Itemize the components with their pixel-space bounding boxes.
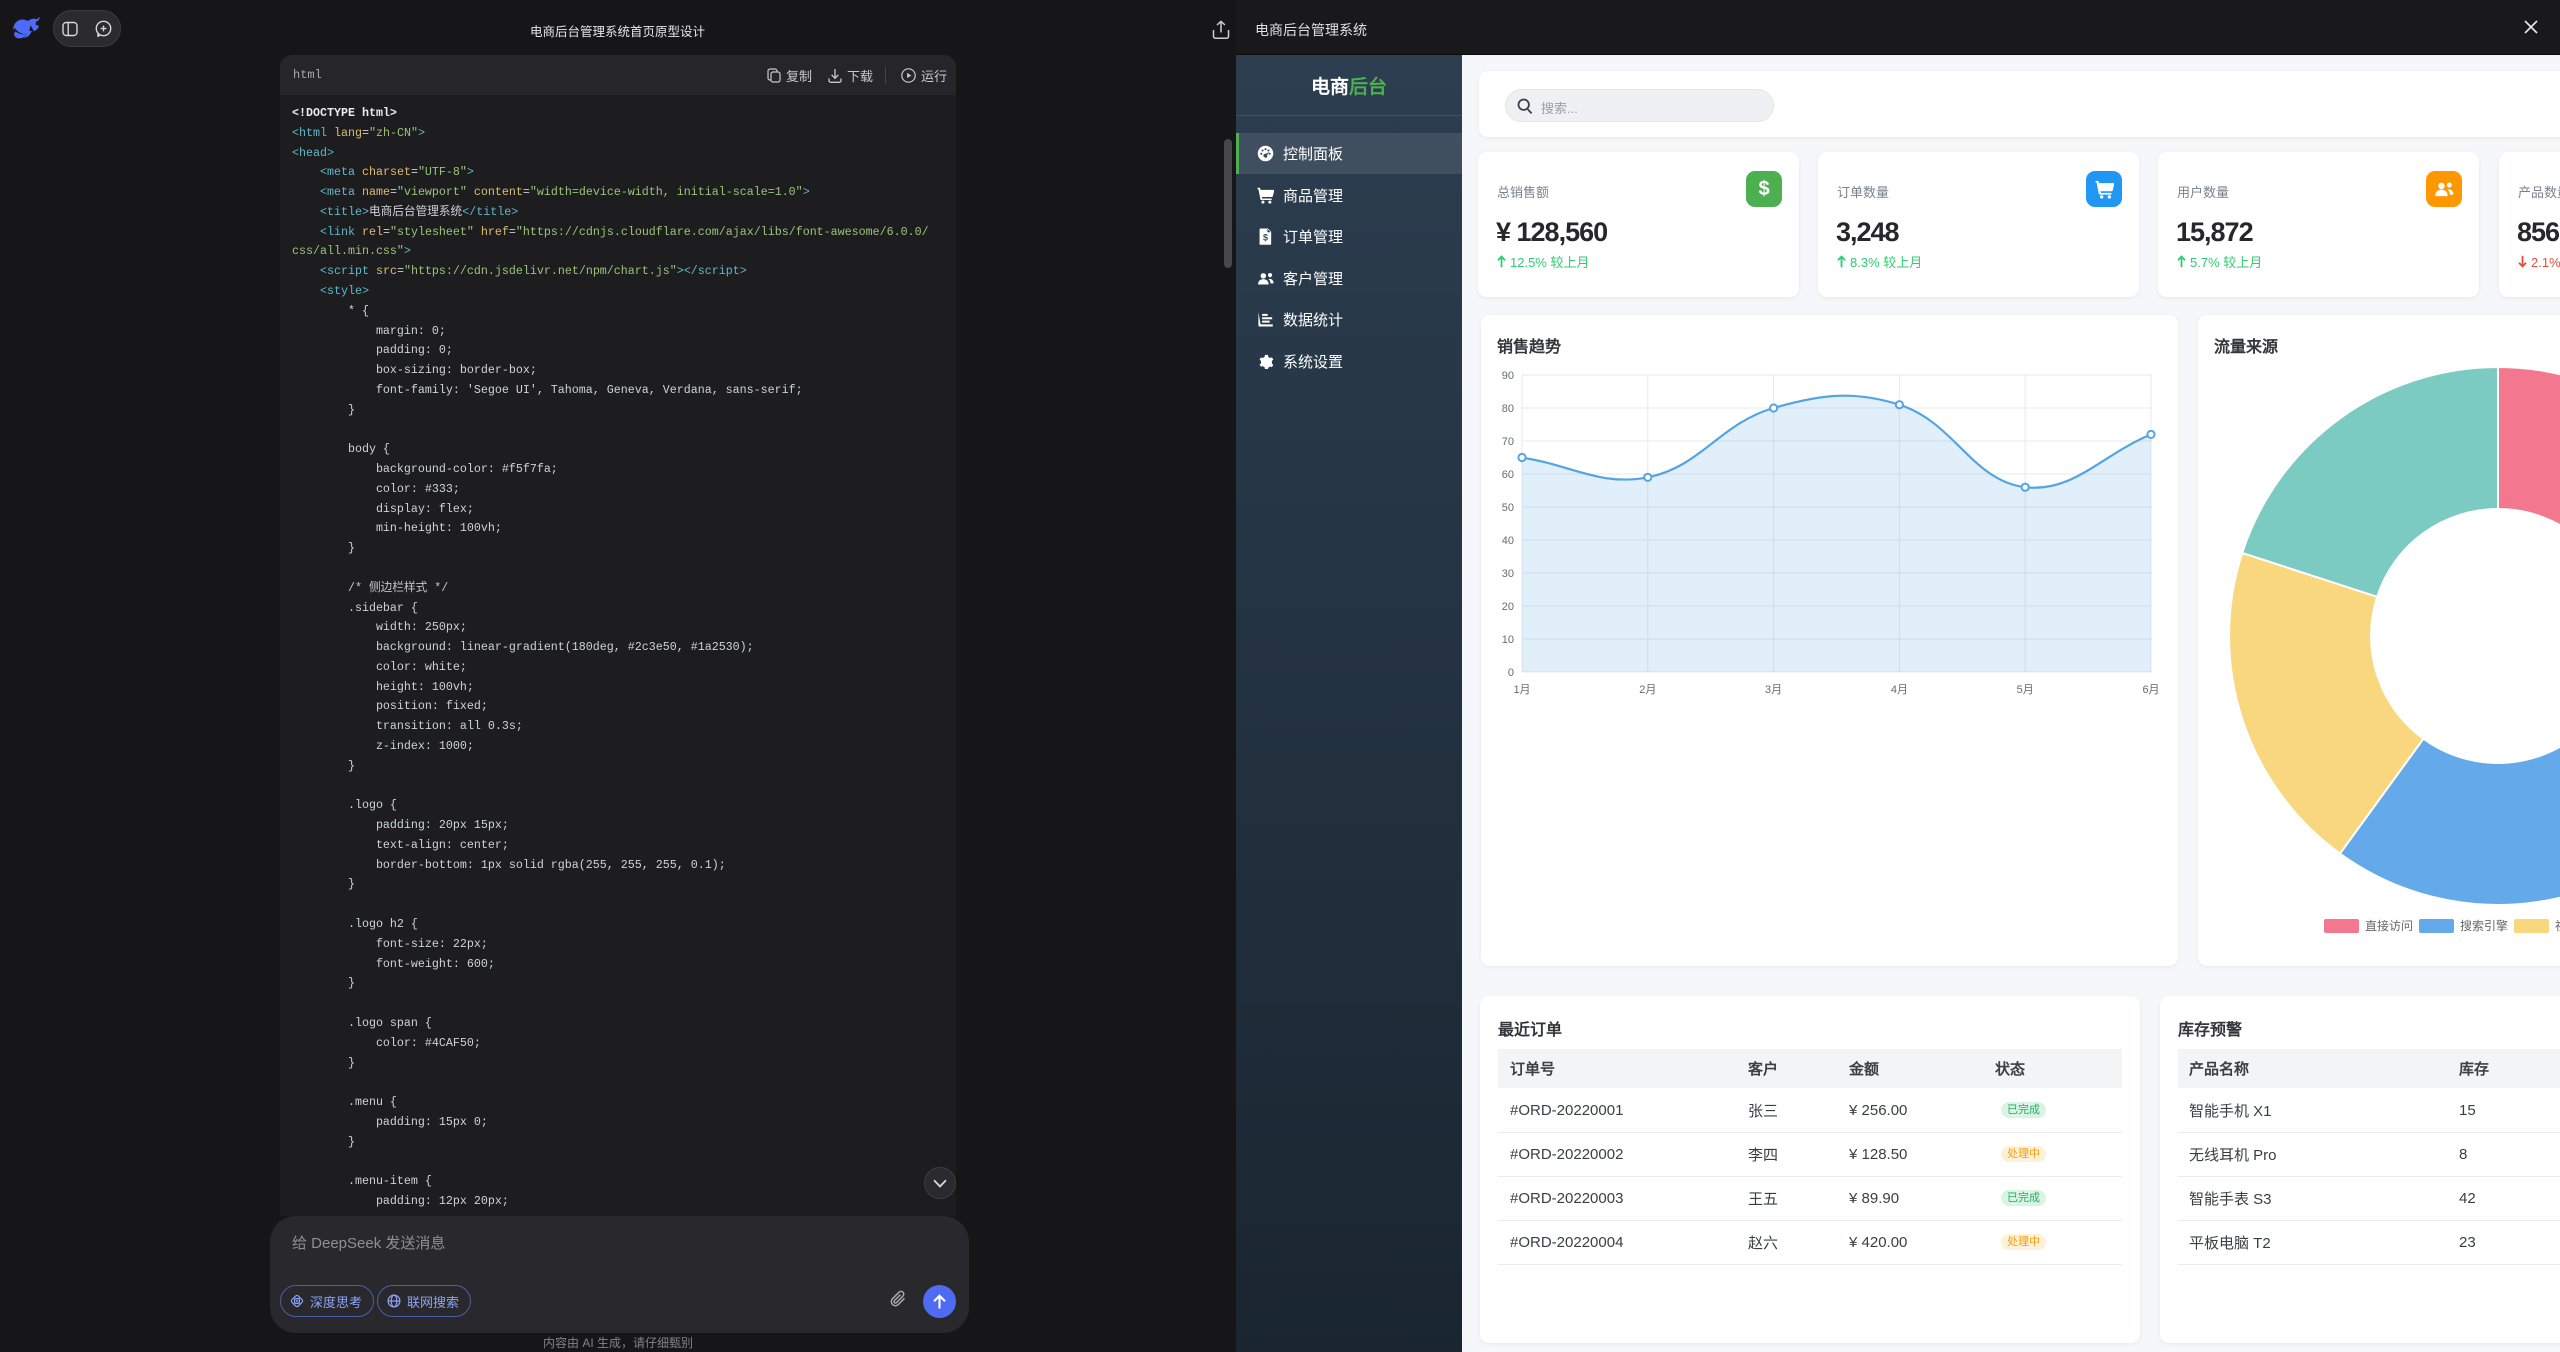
svg-text:社交媒体: 社交媒体 — [2555, 918, 2560, 933]
svg-text:搜索引擎: 搜索引擎 — [2460, 918, 2508, 933]
svg-text:60: 60 — [1502, 469, 1514, 481]
svg-text:$: $ — [1263, 233, 1268, 243]
svg-text:30: 30 — [1502, 568, 1514, 580]
svg-text:90: 90 — [1502, 370, 1514, 382]
svg-text:3月: 3月 — [1765, 684, 1782, 696]
svg-text:50: 50 — [1502, 502, 1514, 514]
svg-text:2月: 2月 — [1639, 684, 1656, 696]
svg-text:70: 70 — [1502, 436, 1514, 448]
svg-text:20: 20 — [1502, 601, 1514, 613]
svg-text:直接访问: 直接访问 — [2365, 918, 2413, 933]
svg-text:6月: 6月 — [2142, 684, 2159, 696]
svg-text:80: 80 — [1502, 403, 1514, 415]
svg-text:1月: 1月 — [1513, 684, 1530, 696]
svg-text:5月: 5月 — [2017, 684, 2034, 696]
svg-text:40: 40 — [1502, 535, 1514, 547]
svg-text:10: 10 — [1502, 634, 1514, 646]
svg-text:0: 0 — [1508, 667, 1514, 679]
svg-text:4月: 4月 — [1891, 684, 1908, 696]
